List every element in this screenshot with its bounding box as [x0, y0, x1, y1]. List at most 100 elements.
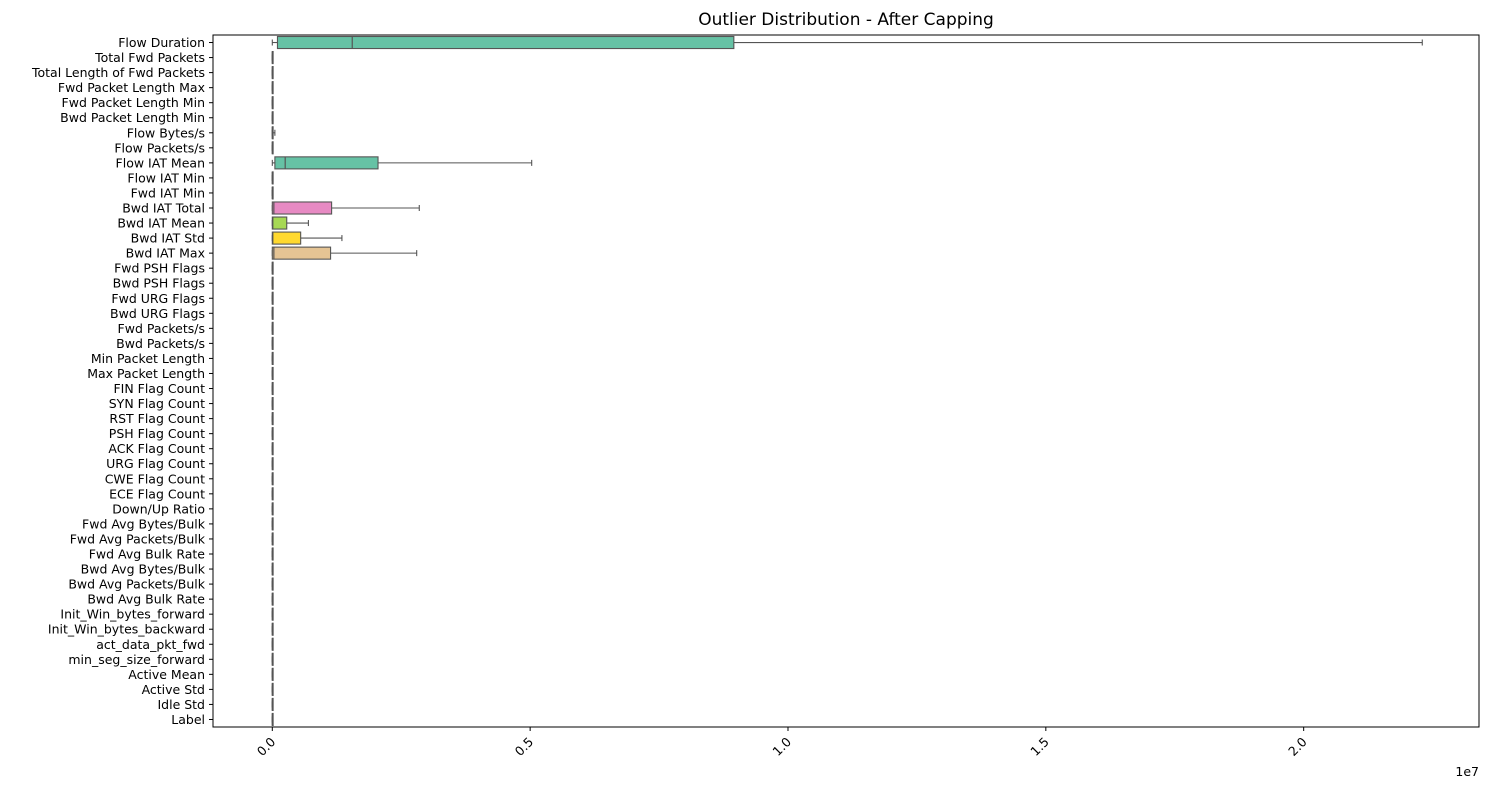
y-tick-label: Flow IAT Mean	[116, 155, 205, 170]
y-tick-label: Active Std	[142, 682, 205, 697]
y-tick-label: Fwd PSH Flags	[114, 261, 205, 276]
box-7	[271, 141, 274, 155]
box-6	[271, 126, 276, 140]
y-tick-label: Fwd Avg Bulk Rate	[89, 547, 206, 562]
y-tick-label: Bwd IAT Std	[131, 231, 205, 246]
box-31	[271, 502, 274, 516]
y-tick-label: Bwd Avg Packets/Bulk	[68, 577, 205, 592]
box-35	[271, 562, 274, 576]
box-8	[271, 156, 533, 170]
y-tick-label: Init_Win_bytes_backward	[48, 622, 205, 637]
y-tick-label: Active Mean	[128, 667, 205, 682]
box-21	[271, 351, 274, 366]
y-tick-label: Flow Packets/s	[114, 140, 205, 155]
y-tick-label: Max Packet Length	[87, 366, 205, 381]
box-24	[271, 396, 274, 411]
y-tick-label: Flow Duration	[118, 35, 205, 50]
box-22	[271, 366, 274, 381]
box-16	[271, 276, 274, 290]
box-41	[271, 652, 274, 666]
box-3	[271, 81, 274, 95]
box-32	[271, 517, 274, 531]
box-12	[271, 216, 309, 230]
y-tick-label: Min Packet Length	[91, 351, 205, 366]
y-tick-label: Bwd Packet Length Min	[60, 110, 205, 125]
box-18	[271, 306, 274, 320]
x-tick-label: 1.0	[769, 734, 794, 759]
box-25	[271, 412, 274, 426]
y-tick-label: Init_Win_bytes_forward	[60, 607, 205, 622]
y-tick-label: Bwd Avg Bytes/Bulk	[81, 562, 206, 577]
x-axis: 0.0 0.5 1.0 1.5 2.0	[254, 727, 1310, 759]
box-iqr	[271, 246, 332, 260]
y-tick-label: Fwd Packet Length Max	[58, 80, 205, 95]
box-39	[271, 622, 274, 636]
box-30	[271, 487, 274, 501]
plot-area	[271, 35, 1423, 727]
y-tick-label: Fwd IAT Min	[131, 185, 205, 200]
box-26	[271, 427, 274, 441]
y-tick-label: Fwd Avg Packets/Bulk	[70, 531, 206, 546]
box-37	[271, 592, 274, 606]
y-tick-label: Bwd Packets/s	[116, 336, 205, 351]
box-44	[271, 697, 274, 712]
y-tick-label: PSH Flag Count	[109, 426, 205, 441]
y-tick-label: SYN Flag Count	[109, 396, 205, 411]
box-0	[271, 35, 1423, 50]
y-tick-label: Total Fwd Packets	[94, 50, 205, 65]
y-tick-label: ACK Flag Count	[108, 441, 205, 456]
box-19	[271, 321, 274, 335]
box-11	[271, 201, 420, 215]
box-27	[271, 442, 274, 456]
box-23	[271, 381, 274, 396]
box-17	[271, 291, 274, 305]
box-20	[271, 336, 274, 350]
plot-frame	[212, 34, 1480, 728]
box-33	[271, 532, 274, 546]
box-15	[271, 261, 274, 275]
y-tick-label: Fwd Packets/s	[118, 321, 205, 336]
y-tick-label: Bwd Avg Bulk Rate	[87, 592, 205, 607]
y-tick-label: Idle Std	[157, 697, 205, 712]
y-tick-label: Total Length of Fwd Packets	[31, 65, 205, 80]
box-iqr	[271, 231, 302, 245]
y-tick-label: RST Flag Count	[109, 411, 205, 426]
box-10	[271, 186, 274, 200]
box-4	[271, 96, 274, 110]
box-28	[271, 457, 274, 471]
y-tick-label: Fwd URG Flags	[111, 291, 205, 306]
box-29	[271, 472, 274, 486]
box-45	[271, 712, 274, 727]
box-iqr	[271, 216, 288, 230]
y-tick-label: Bwd IAT Mean	[117, 216, 205, 231]
box-iqr	[274, 156, 379, 170]
box-2	[271, 66, 274, 80]
box-13	[271, 231, 343, 245]
y-tick-label: Bwd IAT Total	[122, 201, 205, 216]
y-tick-label: ECE Flag Count	[109, 486, 205, 501]
box-9	[271, 171, 274, 185]
x-axis-offset-label: 1e7	[1455, 764, 1479, 779]
x-tick-label: 1.5	[1027, 734, 1052, 759]
box-36	[271, 577, 274, 591]
x-tick-label: 0.5	[512, 734, 537, 759]
box-iqr	[276, 35, 735, 50]
y-tick-label: Flow IAT Min	[127, 170, 205, 185]
box-iqr	[271, 201, 333, 215]
y-tick-label: Down/Up Ratio	[112, 501, 205, 516]
box-38	[271, 607, 274, 621]
y-tick-label: Label	[171, 712, 205, 727]
y-tick-label: Bwd PSH Flags	[113, 276, 205, 291]
y-tick-label: Bwd IAT Max	[126, 246, 205, 261]
box-5	[271, 111, 274, 125]
y-tick-label: FIN Flag Count	[113, 381, 205, 396]
y-tick-label: CWE Flag Count	[105, 471, 205, 486]
y-tick-label: Fwd Packet Length Min	[62, 95, 205, 110]
box-34	[271, 547, 274, 561]
y-tick-label: Fwd Avg Bytes/Bulk	[82, 516, 206, 531]
box-42	[271, 667, 274, 681]
box-43	[271, 682, 274, 696]
y-tick-label: Bwd URG Flags	[110, 306, 205, 321]
